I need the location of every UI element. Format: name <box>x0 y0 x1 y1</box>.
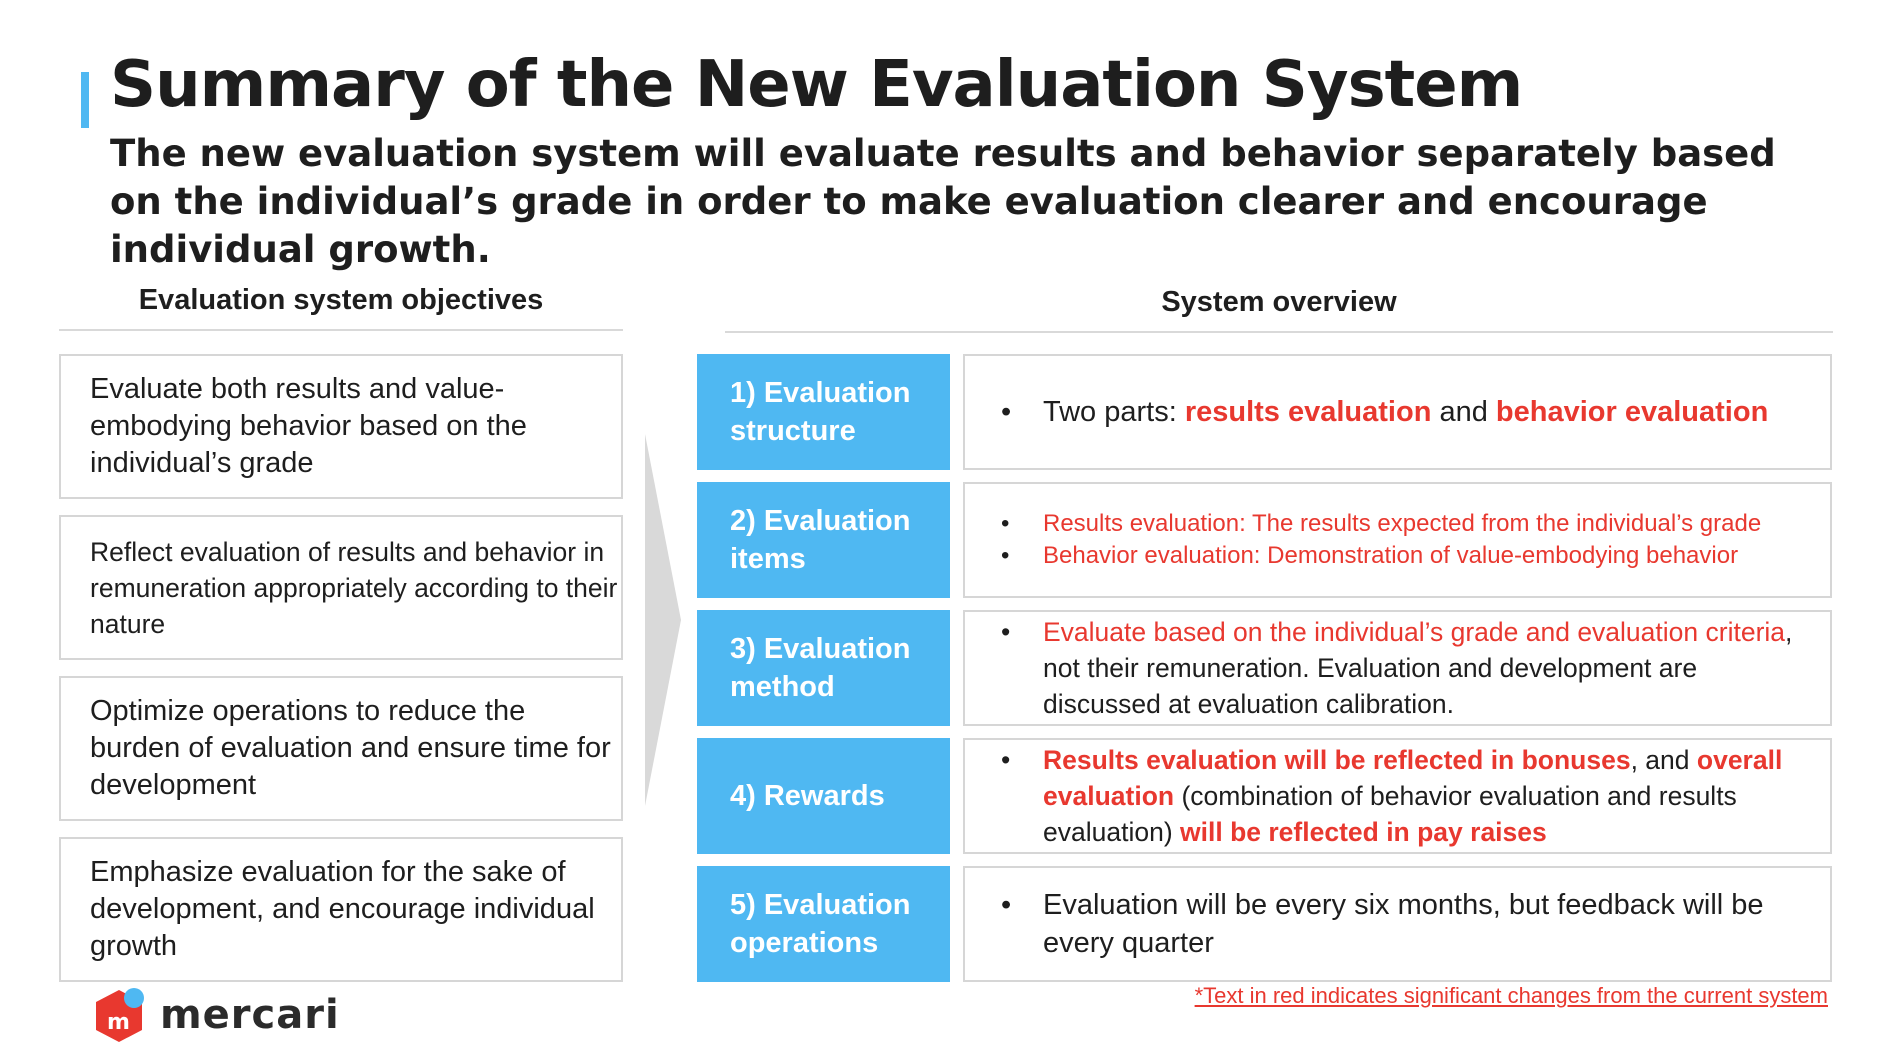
overview-desc-structure: Two parts: results evaluation and behavi… <box>963 354 1832 470</box>
bullet-item: Two parts: results evaluation and behavi… <box>1001 393 1816 431</box>
bullet-list: Results evaluation will be reflected in … <box>1001 742 1816 850</box>
overview-heading-divider <box>725 331 1833 333</box>
page-title: Summary of the New Evaluation System <box>110 48 1523 122</box>
objectives-heading-divider <box>59 329 623 331</box>
objectives-heading: Evaluation system objectives <box>138 284 544 316</box>
overview-label-method: 3) Evaluation method <box>697 610 950 726</box>
bullet-text: Evaluate based on the individual’s grade… <box>1043 617 1786 647</box>
overview-desc-method: Evaluate based on the individual’s grade… <box>963 610 1832 726</box>
svg-text:m: m <box>107 1010 130 1035</box>
bullet-text: Evaluation will be every six months, but… <box>1043 889 1764 959</box>
bullet-text: will be reflected in pay raises <box>1180 817 1547 847</box>
overview-desc-rewards: Results evaluation will be reflected in … <box>963 738 1832 854</box>
bullet-text: Results evaluation will be reflected in … <box>1043 745 1631 775</box>
bullet-text: Two parts: <box>1043 396 1185 428</box>
objective-item-2: Reflect evaluation of results and behavi… <box>59 515 623 660</box>
footnote: *Text in red indicates significant chang… <box>1194 983 1828 1008</box>
overview-label-items: 2) Evaluation items <box>697 482 950 598</box>
bullet-item: Evaluation will be every six months, but… <box>1001 886 1816 962</box>
bullet-text: Behavior evaluation: Demonstration of va… <box>1043 542 1739 569</box>
overview-desc-items: Results evaluation: The results expected… <box>963 482 1832 598</box>
bullet-text: , not their remuneration. Evaluation and… <box>1043 617 1793 719</box>
bullet-text: and <box>1431 396 1496 428</box>
objective-text: Optimize operations to reduce the burden… <box>90 695 611 801</box>
bullet-item: Results evaluation will be reflected in … <box>1001 742 1816 850</box>
bullet-text: , and <box>1630 745 1697 775</box>
bullet-text: results evaluation <box>1184 396 1432 428</box>
overview-heading: System overview <box>1161 286 1397 318</box>
objective-item-3: Optimize operations to reduce the burden… <box>59 676 623 821</box>
bullet-item: Evaluate based on the individual’s grade… <box>1001 614 1816 722</box>
overview-label-operations: 5) Evaluation operations <box>697 866 950 982</box>
page-subtitle: The new evaluation system will evaluate … <box>110 132 1776 271</box>
objective-text: Evaluate both results and value-embodyin… <box>90 373 527 479</box>
bullet-item: Results evaluation: The results expected… <box>1001 508 1816 540</box>
title-accent-bar <box>81 72 89 128</box>
objective-item-4: Emphasize evaluation for the sake of dev… <box>59 837 623 982</box>
overview-label-structure: 1) Evaluation structure <box>697 354 950 470</box>
overview-label-rewards: 4) Rewards <box>697 738 950 854</box>
bullet-list: Two parts: results evaluation and behavi… <box>1001 393 1816 431</box>
objective-item-1: Evaluate both results and value-embodyin… <box>59 354 623 499</box>
right-arrow-icon <box>645 434 681 806</box>
bullet-text: overall evaluation <box>1043 745 1783 811</box>
bullet-text: behavior evaluation <box>1495 396 1769 428</box>
logo-wordmark: mercari <box>160 992 340 1038</box>
bullet-text: (combination of behavior evaluation and … <box>1043 781 1737 847</box>
bullet-list: Evaluate based on the individual’s grade… <box>1001 614 1816 722</box>
mercari-logo-icon: m <box>96 988 144 1042</box>
overview-desc-operations: Evaluation will be every six months, but… <box>963 866 1832 982</box>
objective-text: Emphasize evaluation for the sake of dev… <box>90 856 595 962</box>
bullet-item: Behavior evaluation: Demonstration of va… <box>1001 540 1816 572</box>
objective-text: Reflect evaluation of results and behavi… <box>90 536 618 639</box>
bullet-text: Results evaluation: The results expected… <box>1043 510 1762 537</box>
bullet-list: Evaluation will be every six months, but… <box>1001 886 1816 962</box>
bullet-list: Results evaluation: The results expected… <box>1001 508 1816 572</box>
mercari-logo: m mercari <box>90 985 340 1045</box>
